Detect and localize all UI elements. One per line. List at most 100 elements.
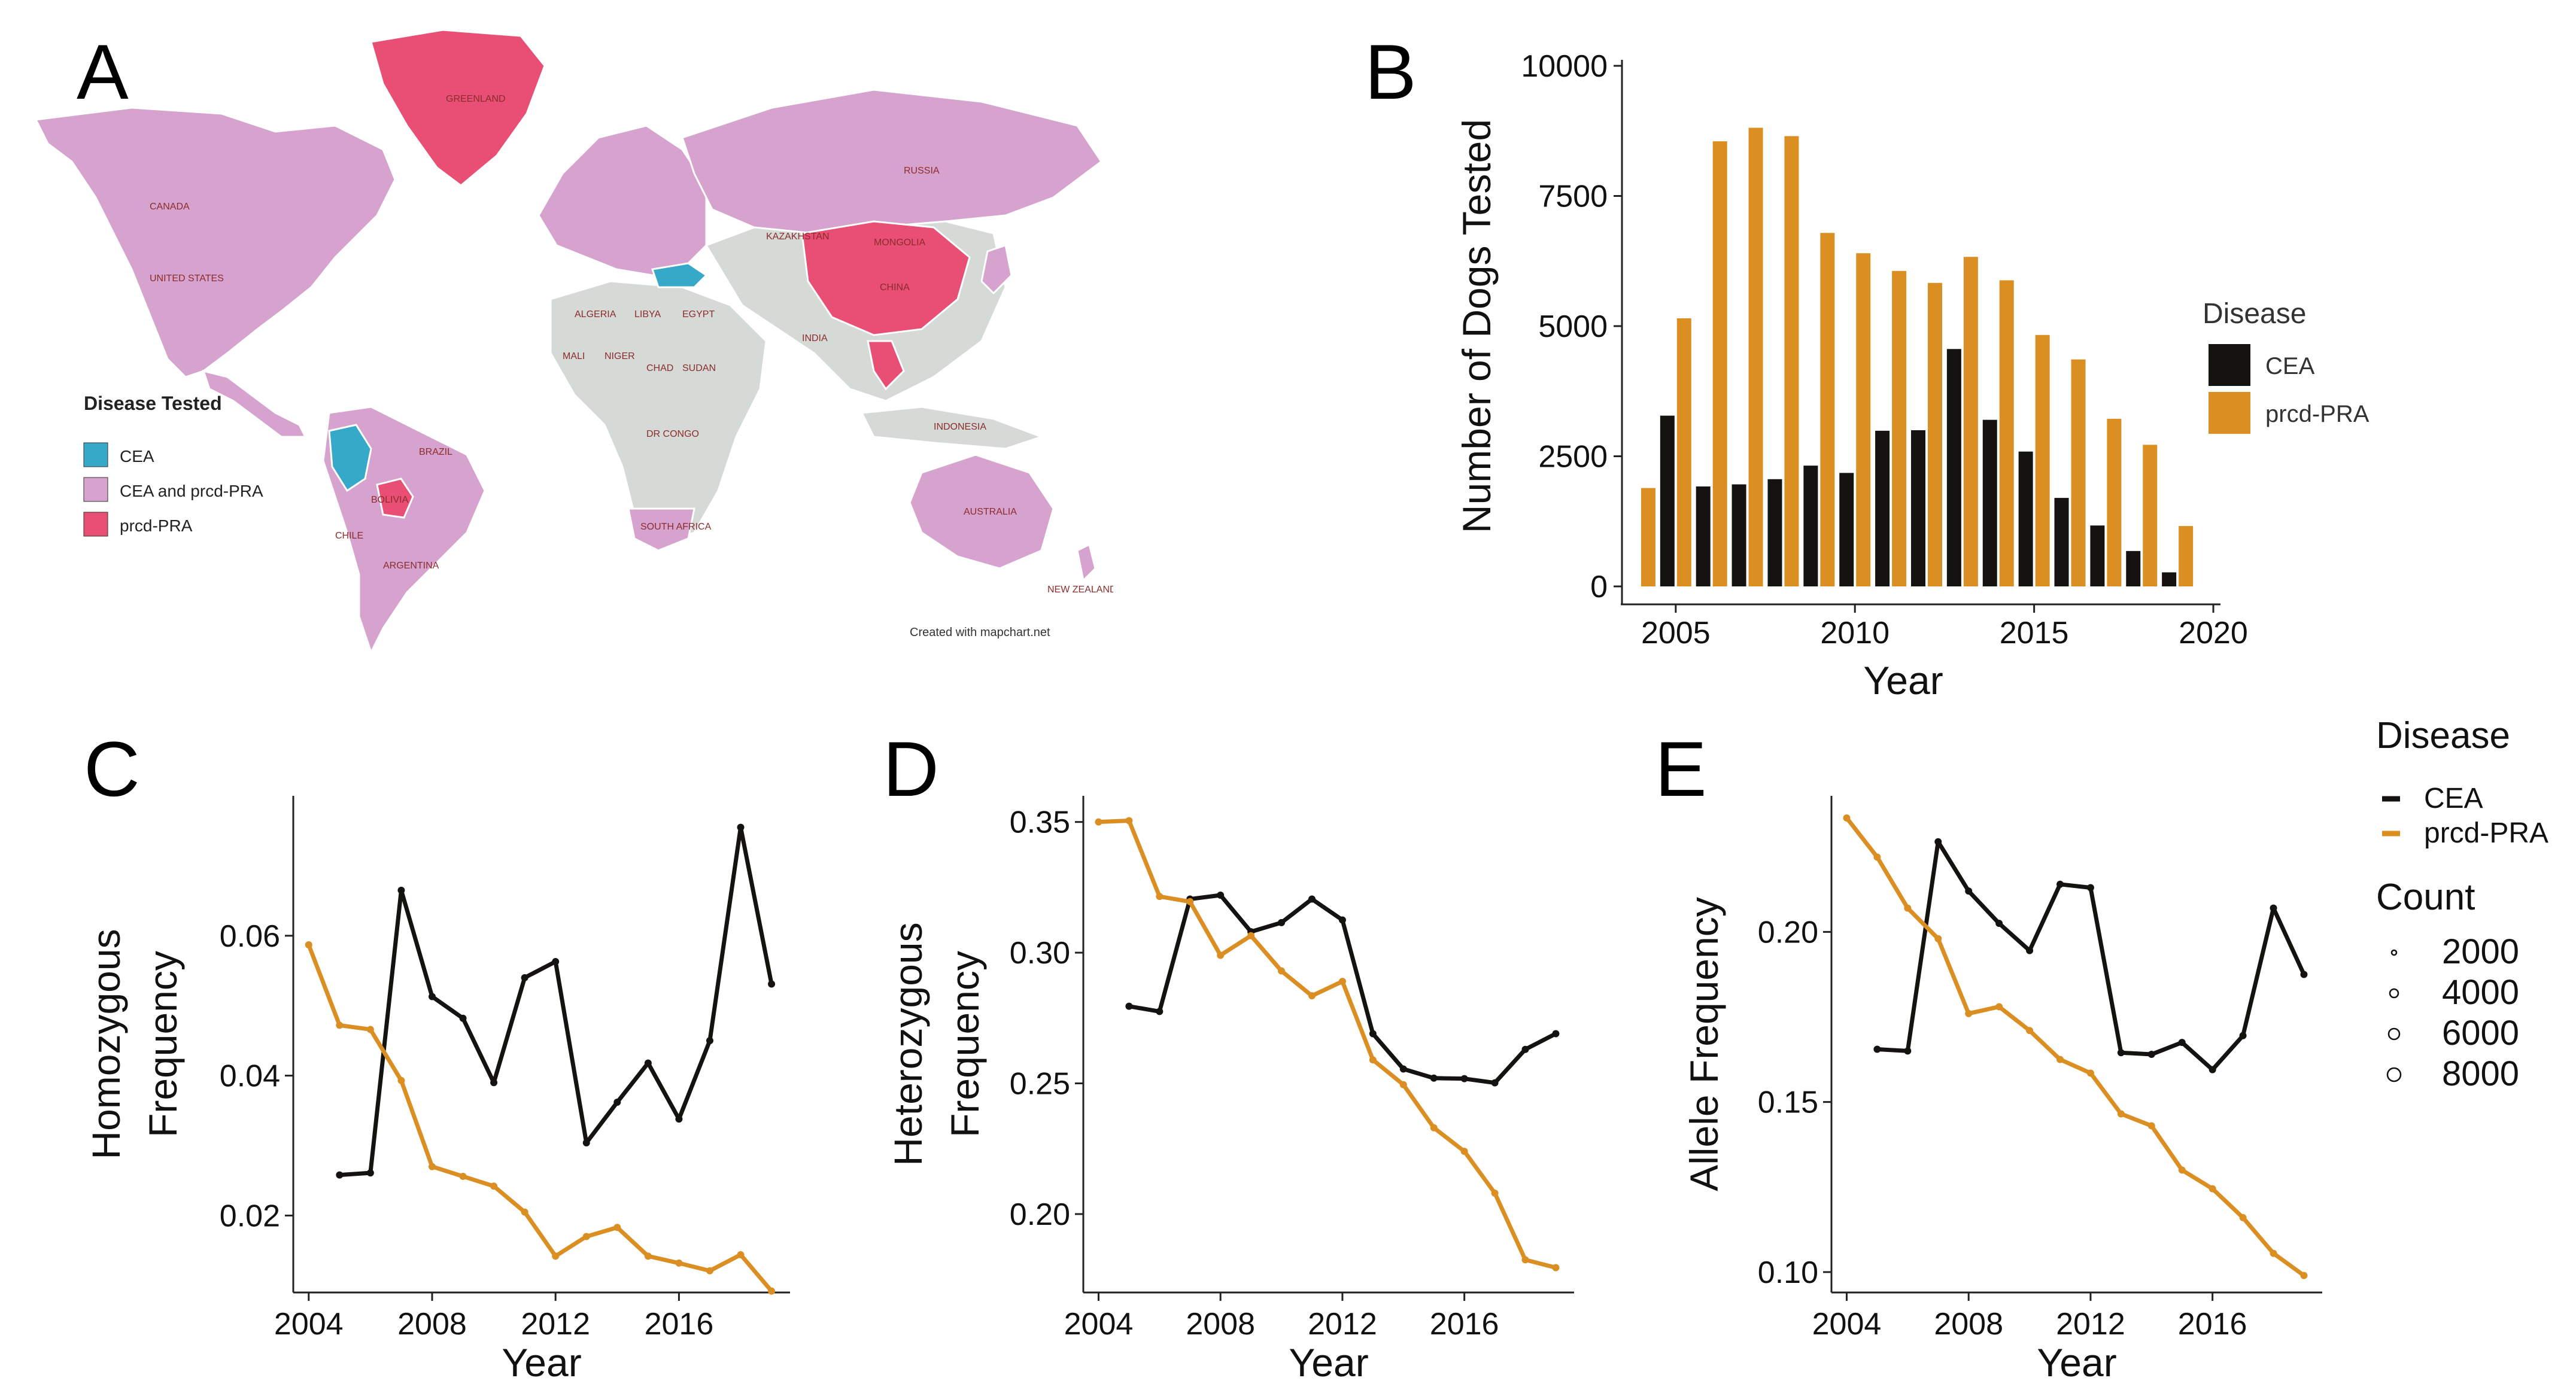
e-point-prcd-pra-2005 xyxy=(1873,853,1881,861)
d-point-cea-2017 xyxy=(1491,1079,1499,1087)
c-point-cea-2007 xyxy=(397,886,405,894)
c-point-prcd-pra-2014 xyxy=(613,1224,621,1231)
bar-cea-2005 xyxy=(1660,415,1675,586)
legend-count-marker-8000 xyxy=(2386,1067,2402,1082)
legend-count-4000: 4000 xyxy=(2442,973,2519,1012)
c-x-tick-label: 2016 xyxy=(645,1307,714,1342)
d-point-prcd-pra-2010 xyxy=(1278,967,1286,975)
d-point-prcd-pra-2013 xyxy=(1369,1056,1377,1064)
legend-cea-label: CEA xyxy=(2424,783,2483,814)
e-point-prcd-pra-2015 xyxy=(2178,1166,2186,1174)
c-point-prcd-pra-2010 xyxy=(490,1182,498,1190)
d-x-tick-label: 2012 xyxy=(1308,1307,1377,1342)
south-africa xyxy=(627,507,695,552)
e-x-tick-label: 2008 xyxy=(1934,1307,2003,1342)
map-legend-swatch-cea xyxy=(83,442,108,467)
c-x-tick-label: 2008 xyxy=(397,1307,467,1342)
d-point-cea-2010 xyxy=(1278,918,1286,926)
c-point-cea-2018 xyxy=(737,823,745,831)
turkey xyxy=(651,262,708,288)
legend-count-6000: 6000 xyxy=(2442,1014,2519,1053)
d-point-prcd-pra-2007 xyxy=(1186,898,1194,905)
central-america xyxy=(202,369,307,438)
panel-label-b: B xyxy=(1365,28,1417,115)
bar-prcd-pra-2005 xyxy=(1676,318,1691,586)
c-point-cea-2014 xyxy=(613,1099,621,1106)
map-label-mongolia: MONGOLIA xyxy=(874,238,926,248)
c-point-cea-2005 xyxy=(336,1171,344,1179)
e-point-cea-2006 xyxy=(1904,1047,1912,1055)
d-point-prcd-pra-2018 xyxy=(1521,1256,1529,1264)
bar-cea-2018 xyxy=(2126,551,2141,586)
e-point-prcd-pra-2017 xyxy=(2239,1213,2247,1221)
c-point-prcd-pra-2015 xyxy=(644,1252,652,1260)
map-label-brazil: BRAZIL xyxy=(419,447,452,457)
bar-prcd-pra-2016 xyxy=(2071,359,2086,586)
c-point-cea-2010 xyxy=(490,1079,498,1087)
e-point-prcd-pra-2007 xyxy=(1934,935,1942,942)
c-point-prcd-pra-2013 xyxy=(582,1233,590,1240)
c-point-cea-2008 xyxy=(428,993,436,1000)
e-point-cea-2015 xyxy=(2178,1039,2186,1047)
chart-e-allele: 0.10 0.15 0.20 2004 2008 2012 2016 Year Allele F… xyxy=(1682,796,2322,1385)
d-y-tick-label: 0.35 xyxy=(1010,805,1070,840)
d-point-cea-2012 xyxy=(1338,916,1346,924)
e-point-cea-2016 xyxy=(2209,1066,2216,1073)
bar-prcd-pra-2015 xyxy=(2035,334,2050,586)
d-point-cea-2013 xyxy=(1369,1030,1377,1038)
d-line-prcd-pra xyxy=(1098,819,1557,1270)
map-label-china: CHINA xyxy=(880,282,910,293)
d-point-cea-2005 xyxy=(1125,1002,1133,1010)
indonesia xyxy=(860,406,1044,450)
bolivia xyxy=(376,478,414,519)
c-line-cea xyxy=(339,825,774,1178)
e-point-cea-2014 xyxy=(2147,1051,2155,1059)
e-x-axis-label: Year xyxy=(2037,1340,2116,1385)
panel-label-c: C xyxy=(84,725,140,813)
map-label-indonesia: INDONESIA xyxy=(934,422,986,432)
europe xyxy=(537,124,707,276)
bar-prcd-pra-2011 xyxy=(1892,270,1907,586)
b-x-tick-label: 2015 xyxy=(2000,616,2069,650)
c-y-tick-label: 0.02 xyxy=(220,1199,280,1233)
e-point-prcd-pra-2006 xyxy=(1904,904,1912,912)
legend-count-marker-4000 xyxy=(2389,988,2399,999)
map-country-labels: GREENLAND CANADA UNITED STATES RUSSIA CHINA M… xyxy=(150,94,1113,595)
bar-cea-2013 xyxy=(1946,349,1961,586)
e-point-cea-2010 xyxy=(2026,947,2034,954)
new-zealand xyxy=(1076,543,1096,583)
c-x-tick-label: 2004 xyxy=(274,1307,344,1342)
southeast-asia xyxy=(867,340,905,391)
e-point-prcd-pra-2004 xyxy=(1843,814,1851,822)
e-point-prcd-pra-2018 xyxy=(2270,1249,2277,1257)
b-x-axis-label: Year xyxy=(1863,658,1943,702)
e-point-cea-2018 xyxy=(2270,904,2277,912)
b-x-tick-label: 2005 xyxy=(1641,616,1711,650)
panel-label-a: A xyxy=(77,28,129,115)
b-x-tick-label: 2010 xyxy=(1820,616,1890,650)
c-point-prcd-pra-2008 xyxy=(428,1163,436,1170)
b-legend-swatch-cea xyxy=(2209,344,2250,386)
c-y-tick-label: 0.06 xyxy=(220,919,280,954)
d-point-prcd-pra-2005 xyxy=(1125,817,1133,825)
bar-cea-2009 xyxy=(1803,466,1818,586)
b-y-axis-label: Number of Dogs Tested xyxy=(1454,119,1499,533)
map-legend-swatch-prcd xyxy=(83,512,108,537)
legend-count-2000: 2000 xyxy=(2442,932,2519,971)
chart-d-heterozygous: 0.20 0.25 0.30 0.35 2004 2008 2012 2016 Year Hete… xyxy=(886,796,1574,1385)
d-point-prcd-pra-2011 xyxy=(1308,992,1316,1000)
map-legend-title: Disease Tested xyxy=(84,393,222,414)
e-point-cea-2005 xyxy=(1873,1045,1881,1053)
e-point-cea-2008 xyxy=(1965,887,1973,895)
b-y-tick-label: 2500 xyxy=(1538,440,1608,475)
c-point-prcd-pra-2005 xyxy=(336,1021,344,1029)
e-point-prcd-pra-2014 xyxy=(2147,1122,2155,1130)
map-legend-label-prcd: prcd-PRA xyxy=(120,516,193,535)
d-point-cea-2019 xyxy=(1552,1030,1560,1038)
bar-cea-2010 xyxy=(1839,473,1854,586)
d-point-prcd-pra-2016 xyxy=(1460,1148,1468,1155)
legend-prcd-label: prcd-PRA xyxy=(2424,817,2548,849)
c-point-prcd-pra-2012 xyxy=(552,1252,560,1260)
b-legend-swatch-prcd xyxy=(2209,392,2250,434)
bar-cea-2008 xyxy=(1767,479,1782,586)
